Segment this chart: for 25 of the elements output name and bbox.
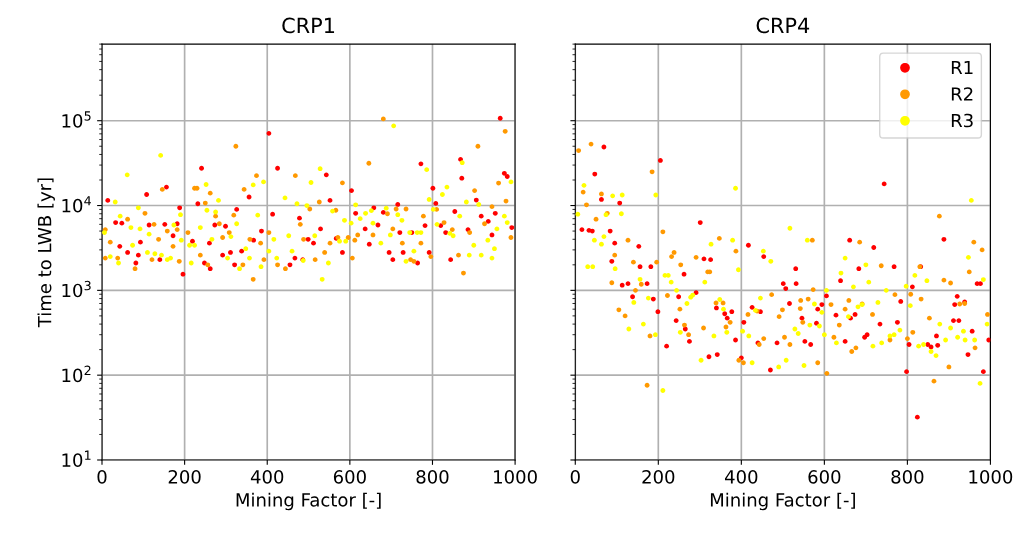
x-tick-label: 0 [570, 470, 580, 484]
x-tick-label: 400 [250, 470, 284, 484]
x-tick-label: 800 [416, 470, 449, 484]
x-tick-label: 600 [808, 470, 841, 484]
x-tick-label: 600 [333, 470, 366, 484]
y-tick-label: 10$^{3}$ [62, 280, 91, 298]
x-tick-label: 800 [891, 470, 924, 484]
legend-label: R2 [951, 87, 973, 101]
x-tick-label: 1000 [969, 470, 1013, 484]
chart-title: CRP4 [756, 17, 810, 34]
y-axis-title: Time to LWB [yr] [37, 178, 55, 328]
x-tick-label: 1000 [494, 470, 537, 484]
x-tick-label: 400 [724, 470, 758, 484]
y-tick-label: 10$^{2}$ [62, 365, 91, 383]
x-tick-label: 200 [642, 470, 675, 484]
legend-label: R3 [951, 113, 973, 128]
chart-title: CRP1 [282, 17, 335, 34]
x-tick-label: 0 [97, 470, 107, 484]
legend-label: R1 [951, 60, 973, 75]
y-tick-label: 10$^{1}$ [62, 450, 91, 467]
y-tick-label: 10$^{4}$ [62, 196, 91, 213]
y-tick-label: 10$^{5}$ [62, 111, 91, 128]
x-axis-title: Mining Factor [-] [236, 492, 381, 511]
x-tick-label: 200 [168, 470, 201, 484]
x-axis-title: Mining Factor [-] [710, 492, 855, 511]
